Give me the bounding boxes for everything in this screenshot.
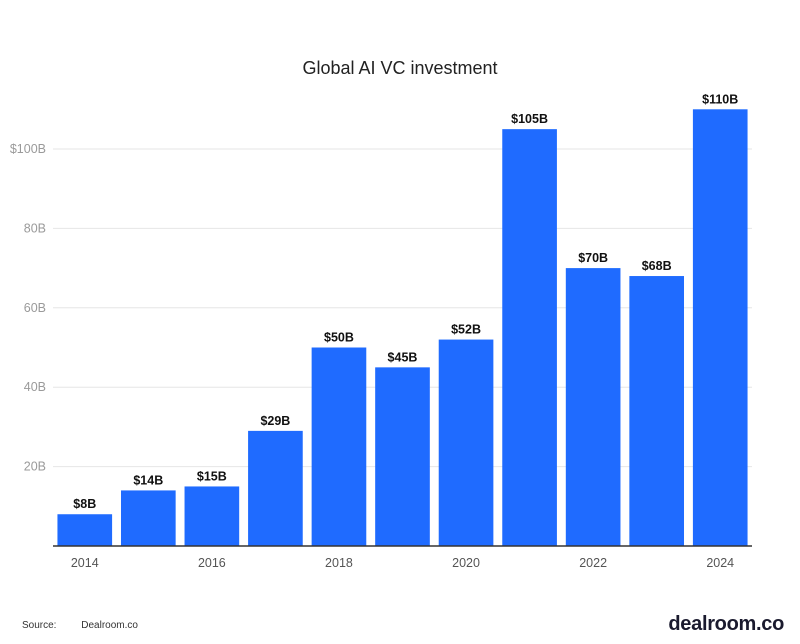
brand-logo: dealroom.co [668,613,784,635]
bar-2015 [120,490,176,546]
bar-2016 [184,486,240,546]
data-label: $70B [578,251,608,265]
data-label: $15B [197,469,227,483]
bar-2023 [629,276,685,546]
x-tick-label: 2024 [706,556,734,570]
y-tick-label: 40B [24,380,46,394]
x-tick-label: 2016 [198,556,226,570]
y-tick-labels: 20B 40B 60B 80B $100B [10,142,46,474]
x-tick-label: 2014 [71,556,99,570]
source-value: Dealroom.co [81,620,138,631]
data-label: $14B [133,473,163,487]
data-label: $50B [324,331,354,345]
bar-2014 [57,514,113,546]
x-tick-label: 2018 [325,556,353,570]
bar-2018 [311,347,367,546]
bar-2020 [438,339,494,546]
bars [57,109,748,547]
data-label: $110B [702,92,738,106]
bar-2024 [692,109,748,547]
data-label: $29B [260,414,290,428]
bar-2019 [375,367,430,546]
x-tick-label: 2022 [579,556,607,570]
data-label: $68B [642,259,672,273]
x-tick-labels: 2014 2016 2018 2020 2022 2024 [71,556,734,570]
bar-2022 [565,268,621,546]
x-tick-label: 2020 [452,556,480,570]
chart-title: Global AI VC investment [302,58,498,78]
y-tick-label: 60B [24,301,46,315]
y-tick-label: $100B [10,142,46,156]
y-tick-label: 20B [24,460,46,474]
data-label: $45B [388,350,418,364]
data-label: $52B [451,323,481,337]
source-label: Source: [22,620,57,631]
bar-2017 [248,430,303,546]
y-tick-label: 80B [24,221,46,235]
data-label: $105B [511,112,548,126]
data-label: $8B [73,497,96,511]
bar-2021 [502,129,557,546]
source-note: Source: Dealroom.co [22,620,138,631]
value-labels: $8B $14B $15B $29B $50B $45B $52B $105B $70B $68B… [73,92,738,511]
